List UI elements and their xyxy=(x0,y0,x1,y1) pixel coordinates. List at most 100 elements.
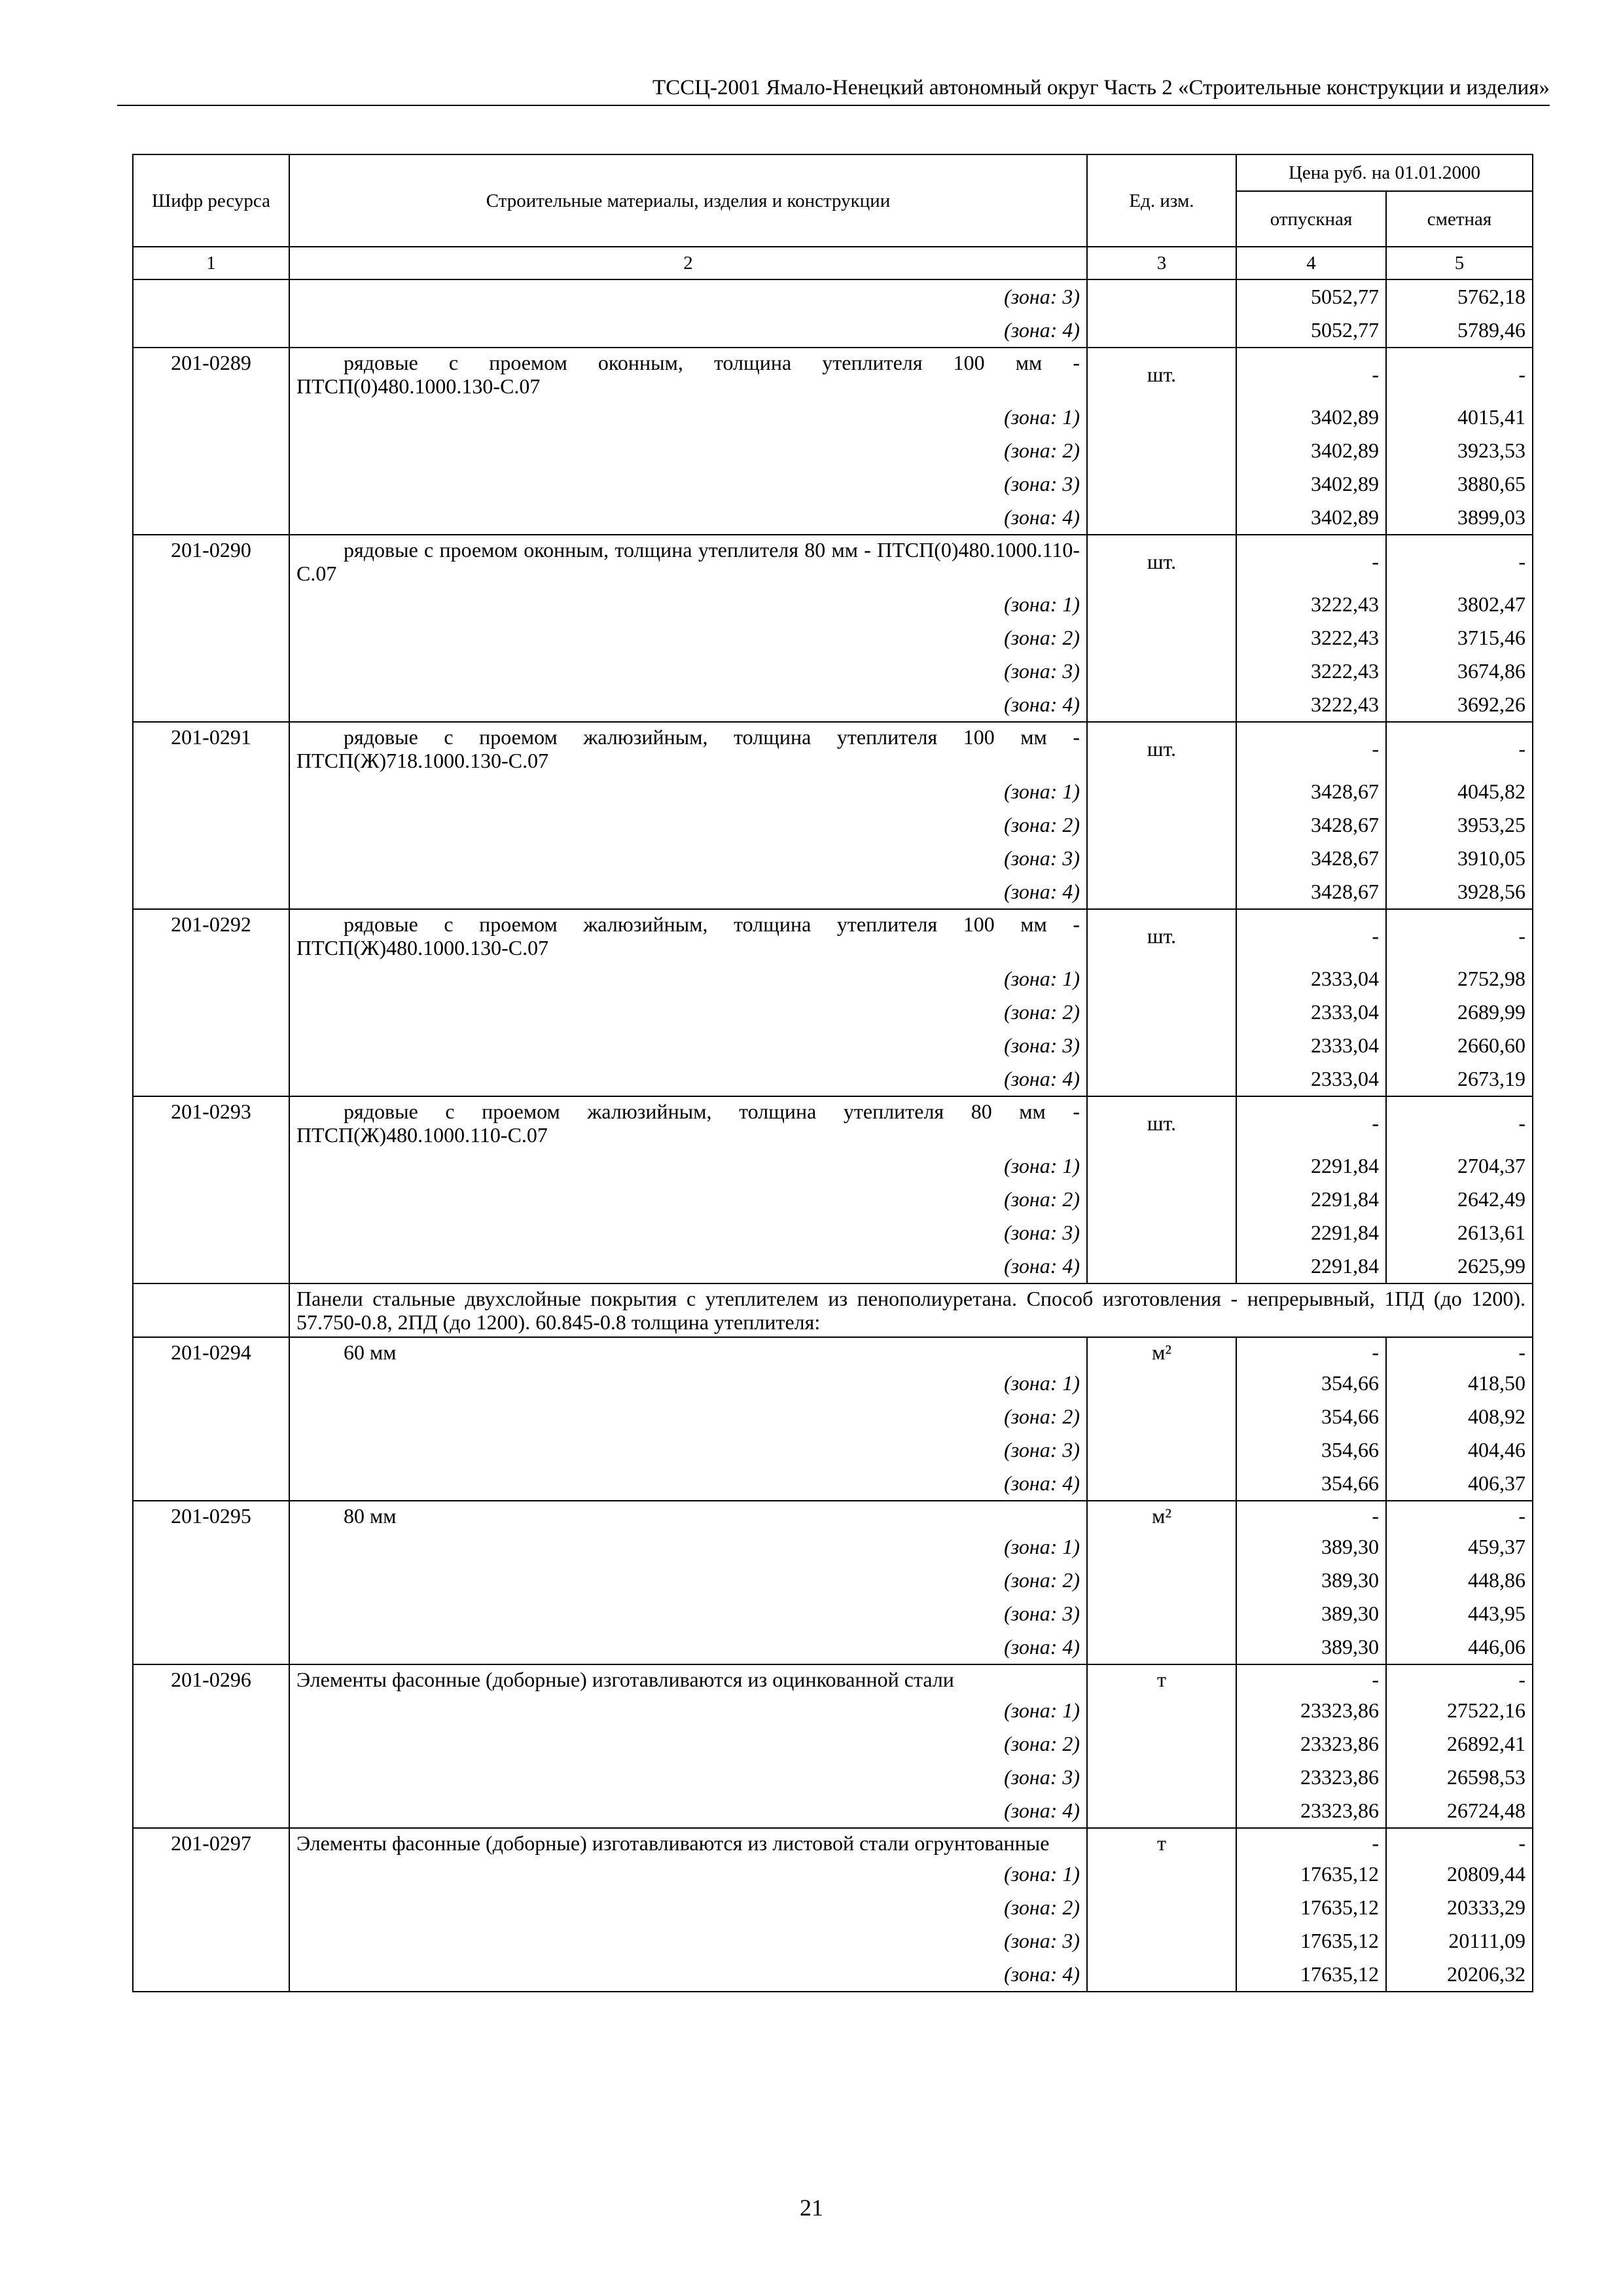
release-price: 354,66 xyxy=(1236,1367,1387,1400)
zone-row: (зона: 1) 23323,86 27522,16 xyxy=(132,1694,1533,1727)
unit: т xyxy=(1086,1827,1237,1857)
release-price: 3402,89 xyxy=(1236,434,1387,467)
empty-cell xyxy=(1086,1694,1237,1727)
zone-label: (зона: 1) xyxy=(289,1149,1088,1183)
empty-cell xyxy=(1086,1597,1237,1630)
estimate-price: 2689,99 xyxy=(1385,996,1533,1029)
running-header: ТССЦ-2001 Ямало-Ненецкий автономный окру… xyxy=(117,71,1550,106)
estimate-price: - xyxy=(1385,908,1533,962)
unit: т xyxy=(1086,1664,1237,1694)
release-price: 2291,84 xyxy=(1236,1249,1387,1283)
resource-code: 201-0290 xyxy=(132,534,290,588)
release-price: 354,66 xyxy=(1236,1400,1387,1433)
empty-cell xyxy=(1086,1467,1237,1501)
zone-label: (зона: 2) xyxy=(289,1727,1088,1761)
release-price: 3222,43 xyxy=(1236,621,1387,655)
estimate-price: 2625,99 xyxy=(1385,1249,1533,1283)
zone-label: (зона: 4) xyxy=(289,1249,1088,1283)
resource-code: 201-0296 xyxy=(132,1664,290,1694)
empty-cell xyxy=(1086,314,1237,348)
estimate-price: 404,46 xyxy=(1385,1433,1533,1467)
item-row: 201-0292 рядовые с проемом жалюзийным, то… xyxy=(132,908,1533,962)
empty-cell xyxy=(132,1216,290,1249)
zone-row: (зона: 4) 3222,43 3692,26 xyxy=(132,688,1533,722)
zone-row: (зона: 2) 17635,12 20333,29 xyxy=(132,1891,1533,1924)
zone-row: (зона: 2) 354,66 408,92 xyxy=(132,1400,1533,1433)
head-estimate: сметная xyxy=(1385,190,1533,247)
estimate-price: 446,06 xyxy=(1385,1630,1533,1664)
zone-label: (зона: 1) xyxy=(289,775,1088,808)
estimate-price: - xyxy=(1385,1827,1533,1857)
release-price: - xyxy=(1236,1500,1387,1530)
unit: м² xyxy=(1086,1500,1237,1530)
item-row: 201-0294 60 мм м² - - xyxy=(132,1336,1533,1367)
empty-cell xyxy=(132,875,290,909)
estimate-price: 2660,60 xyxy=(1385,1029,1533,1062)
item-row: 201-0289 рядовые с проемом оконным, толщи… xyxy=(132,347,1533,401)
zone-row: (зона: 3) 3428,67 3910,05 xyxy=(132,842,1533,875)
empty-cell xyxy=(1086,1433,1237,1467)
zone-row: (зона: 2) 3428,67 3953,25 xyxy=(132,808,1533,842)
zone-label: (зона: 2) xyxy=(289,1183,1088,1216)
head-code: Шифр ресурса xyxy=(132,154,290,247)
estimate-price: 5789,46 xyxy=(1385,314,1533,348)
empty-cell xyxy=(132,1891,290,1924)
resource-group: Панели стальные двухслойные покрытия с у… xyxy=(132,1283,1533,1337)
resource-group: 201-0290 рядовые с проемом оконным, толщи… xyxy=(132,534,1533,722)
empty-cell xyxy=(132,1367,290,1400)
zone-label: (зона: 2) xyxy=(289,1400,1088,1433)
estimate-price: - xyxy=(1385,1336,1533,1367)
release-price: 5052,77 xyxy=(1236,314,1387,348)
estimate-price: 26598,53 xyxy=(1385,1761,1533,1794)
zone-label: (зона: 3) xyxy=(289,655,1088,688)
table-head: Шифр ресурса Строительные материалы, изд… xyxy=(132,154,1533,280)
empty-cell xyxy=(1086,588,1237,621)
empty-cell xyxy=(132,501,290,535)
zone-label: (зона: 4) xyxy=(289,501,1088,535)
zone-row: (зона: 1) 3402,89 4015,41 xyxy=(132,401,1533,434)
release-price: 3222,43 xyxy=(1236,688,1387,722)
empty-cell xyxy=(1086,1149,1237,1183)
release-price: 17635,12 xyxy=(1236,1857,1387,1891)
head-unit: Ед. изм. xyxy=(1086,154,1237,247)
resource-group: 201-0296 Элементы фасонные (доборные) изг… xyxy=(132,1664,1533,1828)
item-row: 201-0291 рядовые с проемом жалюзийным, то… xyxy=(132,721,1533,775)
head-release: отпускная xyxy=(1236,190,1387,247)
empty-cell xyxy=(132,1564,290,1597)
zone-label: (зона: 3) xyxy=(289,1597,1088,1630)
empty-cell xyxy=(1086,842,1237,875)
zone-row: (зона: 4) 23323,86 26724,48 xyxy=(132,1794,1533,1828)
estimate-price: 2752,98 xyxy=(1385,962,1533,996)
release-price: 3222,43 xyxy=(1236,655,1387,688)
zone-row: (зона: 4) 3428,67 3928,56 xyxy=(132,875,1533,909)
release-price: 389,30 xyxy=(1236,1564,1387,1597)
release-price: - xyxy=(1236,534,1387,588)
empty-cell xyxy=(132,467,290,501)
zone-row: (зона: 4) 2291,84 2625,99 xyxy=(132,1249,1533,1283)
zone-label: (зона: 3) xyxy=(289,467,1088,501)
empty-cell xyxy=(132,621,290,655)
resource-name: рядовые с проемом жалюзийным, толщина ут… xyxy=(289,721,1088,775)
estimate-price: 418,50 xyxy=(1385,1367,1533,1400)
resource-group: 201-0297 Элементы фасонные (доборные) изг… xyxy=(132,1827,1533,1992)
estimate-price: 3923,53 xyxy=(1385,434,1533,467)
empty-cell xyxy=(1086,775,1237,808)
zone-label: (зона: 3) xyxy=(289,1029,1088,1062)
resource-code: 201-0294 xyxy=(132,1336,290,1367)
zone-row: (зона: 1) 389,30 459,37 xyxy=(132,1530,1533,1564)
resource-name: рядовые с проемом жалюзийным, толщина ут… xyxy=(289,908,1088,962)
empty-cell xyxy=(1086,434,1237,467)
estimate-price: - xyxy=(1385,1664,1533,1694)
resource-name: 80 мм xyxy=(289,1500,1088,1530)
empty-cell xyxy=(132,588,290,621)
estimate-price: - xyxy=(1385,1096,1533,1149)
zone-row: (зона: 3) 5052,77 5762,18 xyxy=(132,279,1533,314)
release-price: 23323,86 xyxy=(1236,1727,1387,1761)
release-price: 23323,86 xyxy=(1236,1794,1387,1828)
zone-label: (зона: 2) xyxy=(289,1564,1088,1597)
zone-label: (зона: 1) xyxy=(289,1694,1088,1727)
empty-cell xyxy=(132,1857,290,1891)
empty-cell xyxy=(132,1183,290,1216)
unit: шт. xyxy=(1086,1096,1237,1149)
